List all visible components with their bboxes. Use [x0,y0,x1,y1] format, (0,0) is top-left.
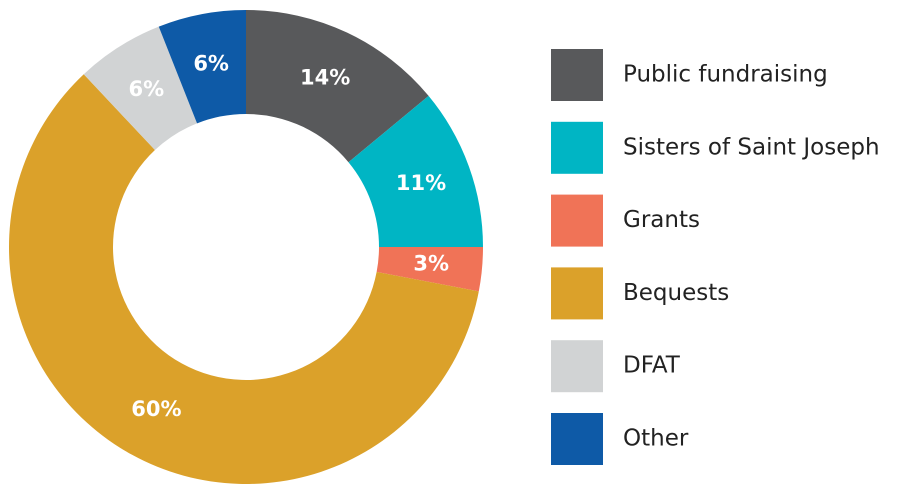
donut-slice [83,26,198,151]
legend-label: Public fundraising [623,62,828,88]
legend-swatch [551,413,603,465]
legend-swatch [551,121,603,174]
donut-slice [246,10,429,163]
legend-label: DFAT [623,353,681,379]
data-label: 6% [129,77,165,101]
donut-slice [348,95,483,247]
data-label: 11% [396,171,446,195]
legend-swatch [551,267,603,320]
donut-slice [158,10,246,124]
donut-slice [376,247,483,292]
data-label: 3% [413,252,449,276]
data-label: 14% [300,66,350,90]
legend-swatch [551,194,603,247]
legend-label: Bequests [623,280,729,306]
data-label: 60% [131,397,181,421]
legend-label: Grants [623,207,700,233]
legend-swatch [551,49,603,101]
legend-label: Other [623,426,689,452]
legend-swatch [551,340,603,393]
legend-label: Sisters of Saint Joseph [623,134,880,160]
donut-slice [9,74,479,484]
data-label: 6% [193,51,229,75]
